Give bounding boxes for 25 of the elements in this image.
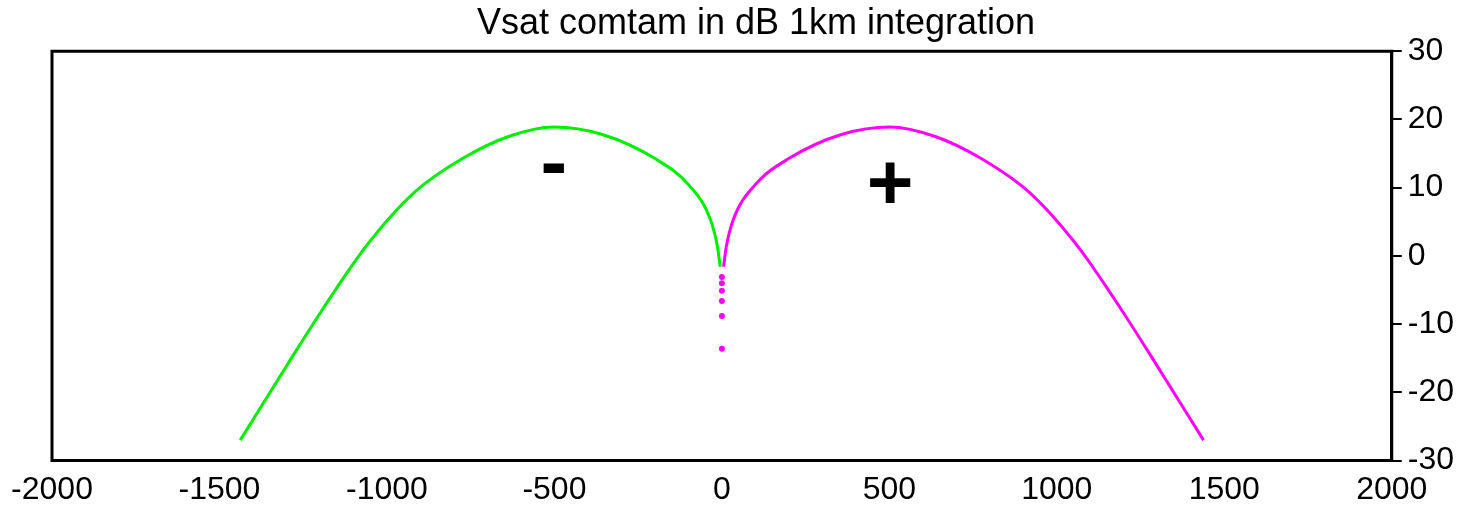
point xyxy=(718,345,725,352)
x-tick-label: 1000 xyxy=(1021,469,1093,506)
annotation: + xyxy=(866,137,914,226)
y-tick-label: 20 xyxy=(1407,99,1444,136)
point xyxy=(718,287,725,294)
point xyxy=(718,297,725,304)
y-tick-label: -20 xyxy=(1407,372,1454,409)
x-tick-label: -1500 xyxy=(178,469,261,506)
y-tick-label: 0 xyxy=(1407,235,1426,272)
y-tick-label: 10 xyxy=(1407,167,1444,204)
line-series xyxy=(722,125,1206,442)
x-tick-label: -1000 xyxy=(346,469,428,506)
annotation: - xyxy=(540,117,568,206)
x-tick-label: -2000 xyxy=(11,469,93,506)
point xyxy=(718,312,725,319)
x-tick-label: 500 xyxy=(862,469,917,506)
x-tick-label: 0 xyxy=(712,469,731,506)
x-tick-label: 1500 xyxy=(1188,469,1260,506)
point xyxy=(718,274,725,281)
point xyxy=(718,280,725,287)
x-tick-label: -500 xyxy=(522,469,587,506)
y-tick-label: -10 xyxy=(1407,303,1454,340)
line-series xyxy=(238,125,722,442)
chart-title: Vsat comtam in dB 1km integration xyxy=(476,0,1036,42)
y-tick-label: 30 xyxy=(1407,31,1444,68)
